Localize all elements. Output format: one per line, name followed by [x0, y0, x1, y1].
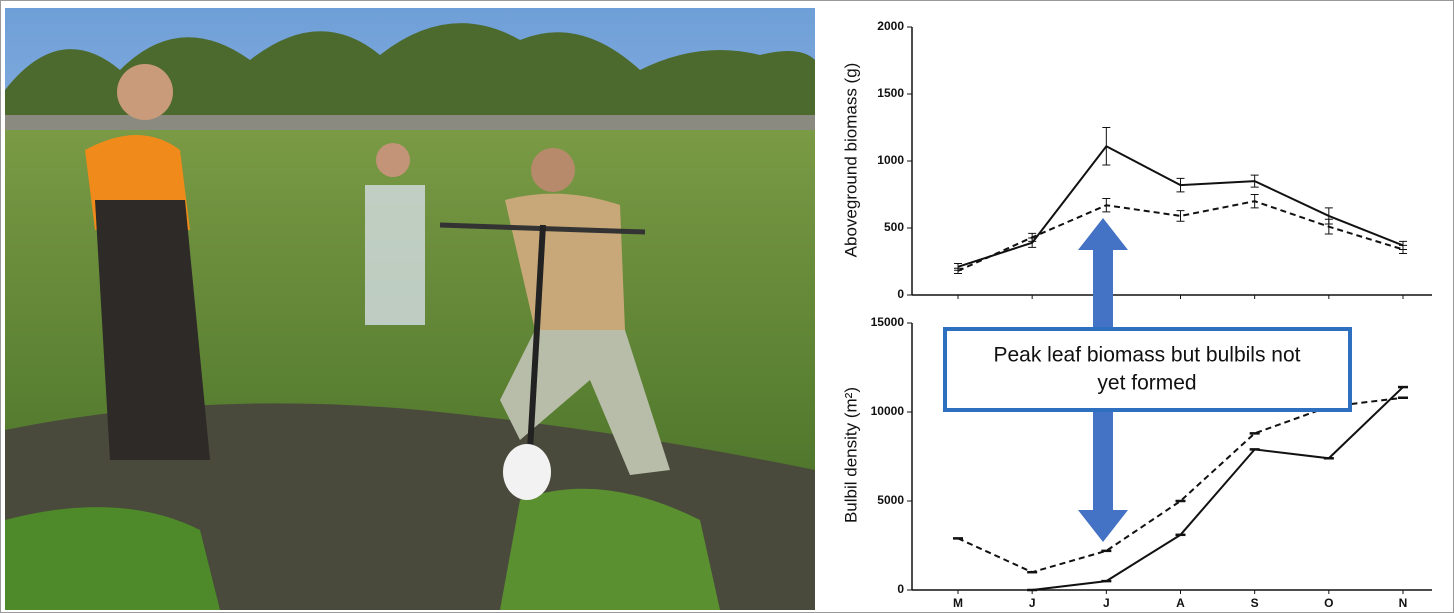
series-line [958, 398, 1403, 572]
y-tick-label: 0 [897, 582, 904, 596]
error-bar [1102, 128, 1110, 166]
annotation-text: Peak leaf biomass but bulbils not [993, 344, 1300, 367]
annotation-box [945, 329, 1350, 410]
series-line [958, 146, 1403, 267]
page: {"chart_data": [ {"type": "line", "y_lab… [0, 0, 1454, 613]
y-tick-label: 1500 [877, 86, 904, 100]
x-tick-label: A [1176, 596, 1185, 610]
x-tick-label: M [953, 596, 963, 610]
y-tick-label: 15000 [871, 315, 905, 329]
annotation-text: yet formed [1097, 372, 1196, 395]
y-tick-label: 10000 [871, 404, 905, 418]
x-tick-label: S [1251, 596, 1259, 610]
y-tick-label: 5000 [877, 493, 904, 507]
photo [5, 8, 815, 610]
x-tick-label: J [1103, 596, 1110, 610]
y-axis-label: Aboveground biomass (g) [841, 63, 860, 258]
y-tick-label: 2000 [877, 19, 904, 33]
y-tick-label: 0 [897, 287, 904, 301]
y-axis-label: Bulbil density (m²) [841, 387, 860, 523]
series-line [1032, 387, 1403, 590]
x-tick-label: N [1399, 596, 1408, 610]
y-tick-label: 500 [884, 220, 904, 234]
x-tick-label: J [1029, 596, 1036, 610]
y-tick-label: 1000 [877, 153, 904, 167]
x-tick-label: O [1324, 596, 1333, 610]
figure: 0 500 1000 1500 2000 Aboveground biomass (g) 0… [0, 0, 1454, 613]
